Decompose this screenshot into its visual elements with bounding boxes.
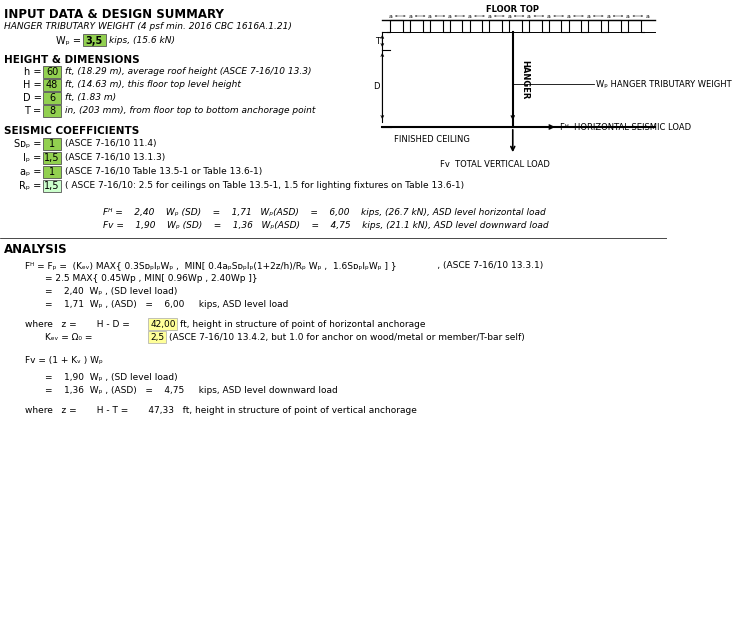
Text: a: a (645, 14, 650, 19)
Text: in, (203 mm), from floor top to bottom anchorage point: in, (203 mm), from floor top to bottom a… (64, 106, 315, 115)
Text: SEISMIC COEFFICIENTS: SEISMIC COEFFICIENTS (4, 126, 139, 136)
Text: = 2.5 MAX{ 0.45Wp , MIN[ 0.96Wp , 2.40Wp ]}: = 2.5 MAX{ 0.45Wp , MIN[ 0.96Wp , 2.40Wp… (45, 274, 258, 283)
Text: Wₚ =: Wₚ = (56, 36, 81, 46)
Text: 1,5: 1,5 (44, 181, 60, 191)
Text: =    2,40  Wₚ , (SD level load): = 2,40 Wₚ , (SD level load) (45, 287, 177, 296)
Text: a: a (567, 14, 571, 19)
Text: a: a (586, 14, 591, 19)
Text: 8: 8 (49, 106, 56, 116)
Text: T: T (375, 37, 379, 46)
Text: Fᴴ = Fₚ =  (Kₑᵥ) MAX{ 0.3SᴅₚIₚWₚ ,  MIN[ 0.4aₚSᴅₚIₚ(1+2z/h)/Rₚ Wₚ ,  1.6SᴅₚIₚWₚ : Fᴴ = Fₚ = (Kₑᵥ) MAX{ 0.3SᴅₚIₚWₚ , MIN[ 0… (25, 261, 397, 270)
Text: kips, (15.6 kN): kips, (15.6 kN) (109, 36, 175, 45)
Bar (43, 92, 62, 104)
Text: a: a (388, 14, 393, 19)
Text: 42,00: 42,00 (150, 320, 176, 329)
Text: HANGER TRIBUTARY WEIGHT (4 psf min. 2016 CBC 1616A.1.21): HANGER TRIBUTARY WEIGHT (4 psf min. 2016… (4, 22, 291, 31)
Text: D =: D = (22, 93, 41, 103)
Text: Fᴴ  HORIZONTAL SEISMIC LOAD: Fᴴ HORIZONTAL SEISMIC LOAD (559, 122, 691, 131)
Text: a: a (527, 14, 531, 19)
Text: Sᴅₚ =: Sᴅₚ = (14, 139, 41, 149)
Text: ft, (1.83 m): ft, (1.83 m) (64, 93, 116, 102)
Text: ( ASCE 7-16/10: 2.5 for ceilings on Table 13.5-1, 1.5 for lighting fixtures on T: ( ASCE 7-16/10: 2.5 for ceilings on Tabl… (64, 181, 464, 190)
Text: ANALYSIS: ANALYSIS (4, 243, 67, 256)
Bar (148, 331, 167, 343)
Text: =    1,36  Wₚ , (ASD)   =    4,75     kips, ASD level downward load: = 1,36 Wₚ , (ASD) = 4,75 kips, ASD level… (45, 386, 338, 395)
Text: FLOOR TOP: FLOOR TOP (486, 5, 539, 14)
Bar (43, 180, 62, 192)
Text: a: a (428, 14, 432, 19)
Text: Fᴠ  TOTAL VERTICAL LOAD: Fᴠ TOTAL VERTICAL LOAD (440, 160, 550, 169)
Text: where   z =       H - T =       47,33   ft, height in structure of point of vert: where z = H - T = 47,33 ft, height in st… (25, 406, 417, 415)
Text: =    1,71  Wₚ , (ASD)   =    6,00     kips, ASD level load: = 1,71 Wₚ , (ASD) = 6,00 kips, ASD level… (45, 300, 288, 309)
Text: a: a (508, 14, 511, 19)
Text: HEIGHT & DIMENSIONS: HEIGHT & DIMENSIONS (4, 55, 139, 65)
Text: INPUT DATA & DESIGN SUMMARY: INPUT DATA & DESIGN SUMMARY (4, 8, 224, 21)
Text: T =: T = (24, 106, 41, 116)
Text: Fᴠ = (1 + Kᵥ ) Wₚ: Fᴠ = (1 + Kᵥ ) Wₚ (25, 356, 103, 365)
Text: 1,5: 1,5 (44, 153, 60, 163)
Bar (83, 34, 106, 46)
Text: (ASCE 7-16/10 13.1.3): (ASCE 7-16/10 13.1.3) (64, 153, 165, 162)
Text: 6: 6 (49, 93, 56, 103)
Bar (43, 105, 62, 117)
Text: Rₚ =: Rₚ = (19, 181, 41, 191)
Text: =    1,90  Wₚ , (SD level load): = 1,90 Wₚ , (SD level load) (45, 373, 178, 382)
Text: where   z =       H - D =: where z = H - D = (25, 320, 130, 329)
Text: aₚ =: aₚ = (20, 167, 41, 177)
Text: a: a (408, 14, 412, 19)
Text: HANGER: HANGER (520, 60, 529, 99)
Text: Wₚ HANGER TRIBUTARY WEIGHT: Wₚ HANGER TRIBUTARY WEIGHT (596, 79, 731, 88)
Bar (43, 138, 62, 150)
Text: ft, (18.29 m), average roof height (ASCE 7-16/10 13.3): ft, (18.29 m), average roof height (ASCE… (64, 67, 311, 76)
Text: a: a (448, 14, 452, 19)
Bar (43, 66, 62, 78)
Text: a: a (606, 14, 610, 19)
Text: a: a (626, 14, 630, 19)
Bar (148, 318, 177, 330)
Text: ft, (14.63 m), this floor top level height: ft, (14.63 m), this floor top level heig… (64, 80, 241, 89)
Bar (43, 166, 62, 178)
Text: h =: h = (24, 67, 41, 77)
Text: (ASCE 7-16/10 Table 13.5-1 or Table 13.6-1): (ASCE 7-16/10 Table 13.5-1 or Table 13.6… (64, 167, 262, 176)
Text: a: a (468, 14, 471, 19)
Text: Fᴴ =    2,40    Wₚ (SD)    =    1,71   Wₚ(ASD)    =    6,00    kips, (26.7 kN), : Fᴴ = 2,40 Wₚ (SD) = 1,71 Wₚ(ASD) = 6,00 … (104, 208, 546, 217)
Text: 1: 1 (49, 139, 56, 149)
Text: 3,5: 3,5 (86, 36, 103, 46)
Text: , (ASCE 7-16/10 13.3.1): , (ASCE 7-16/10 13.3.1) (423, 261, 543, 270)
Text: a: a (547, 14, 551, 19)
Text: Kₑᵥ = Ω₀ =: Kₑᵥ = Ω₀ = (45, 333, 93, 342)
Text: ft, height in structure of point of horizontal anchorage: ft, height in structure of point of hori… (180, 320, 425, 329)
Text: (ASCE 7-16/10 13.4.2, but 1.0 for anchor on wood/metal or member/T-bar self): (ASCE 7-16/10 13.4.2, but 1.0 for anchor… (169, 333, 525, 342)
Text: FINISHED CEILING: FINISHED CEILING (394, 135, 470, 144)
Text: 2,5: 2,5 (150, 333, 165, 342)
Bar (43, 152, 62, 164)
Text: H =: H = (23, 80, 41, 90)
Text: Fᴠ =    1,90    Wₚ (SD)    =    1,36   Wₚ(ASD)    =    4,75    kips, (21.1 kN), : Fᴠ = 1,90 Wₚ (SD) = 1,36 Wₚ(ASD) = 4,75 … (104, 221, 549, 230)
Text: D: D (373, 81, 379, 90)
Text: a: a (488, 14, 491, 19)
Text: 60: 60 (46, 67, 59, 77)
Bar (43, 79, 62, 91)
Text: Iₚ =: Iₚ = (23, 153, 41, 163)
Text: 48: 48 (46, 80, 59, 90)
Text: (ASCE 7-16/10 11.4): (ASCE 7-16/10 11.4) (64, 139, 156, 148)
Text: 1: 1 (49, 167, 56, 177)
